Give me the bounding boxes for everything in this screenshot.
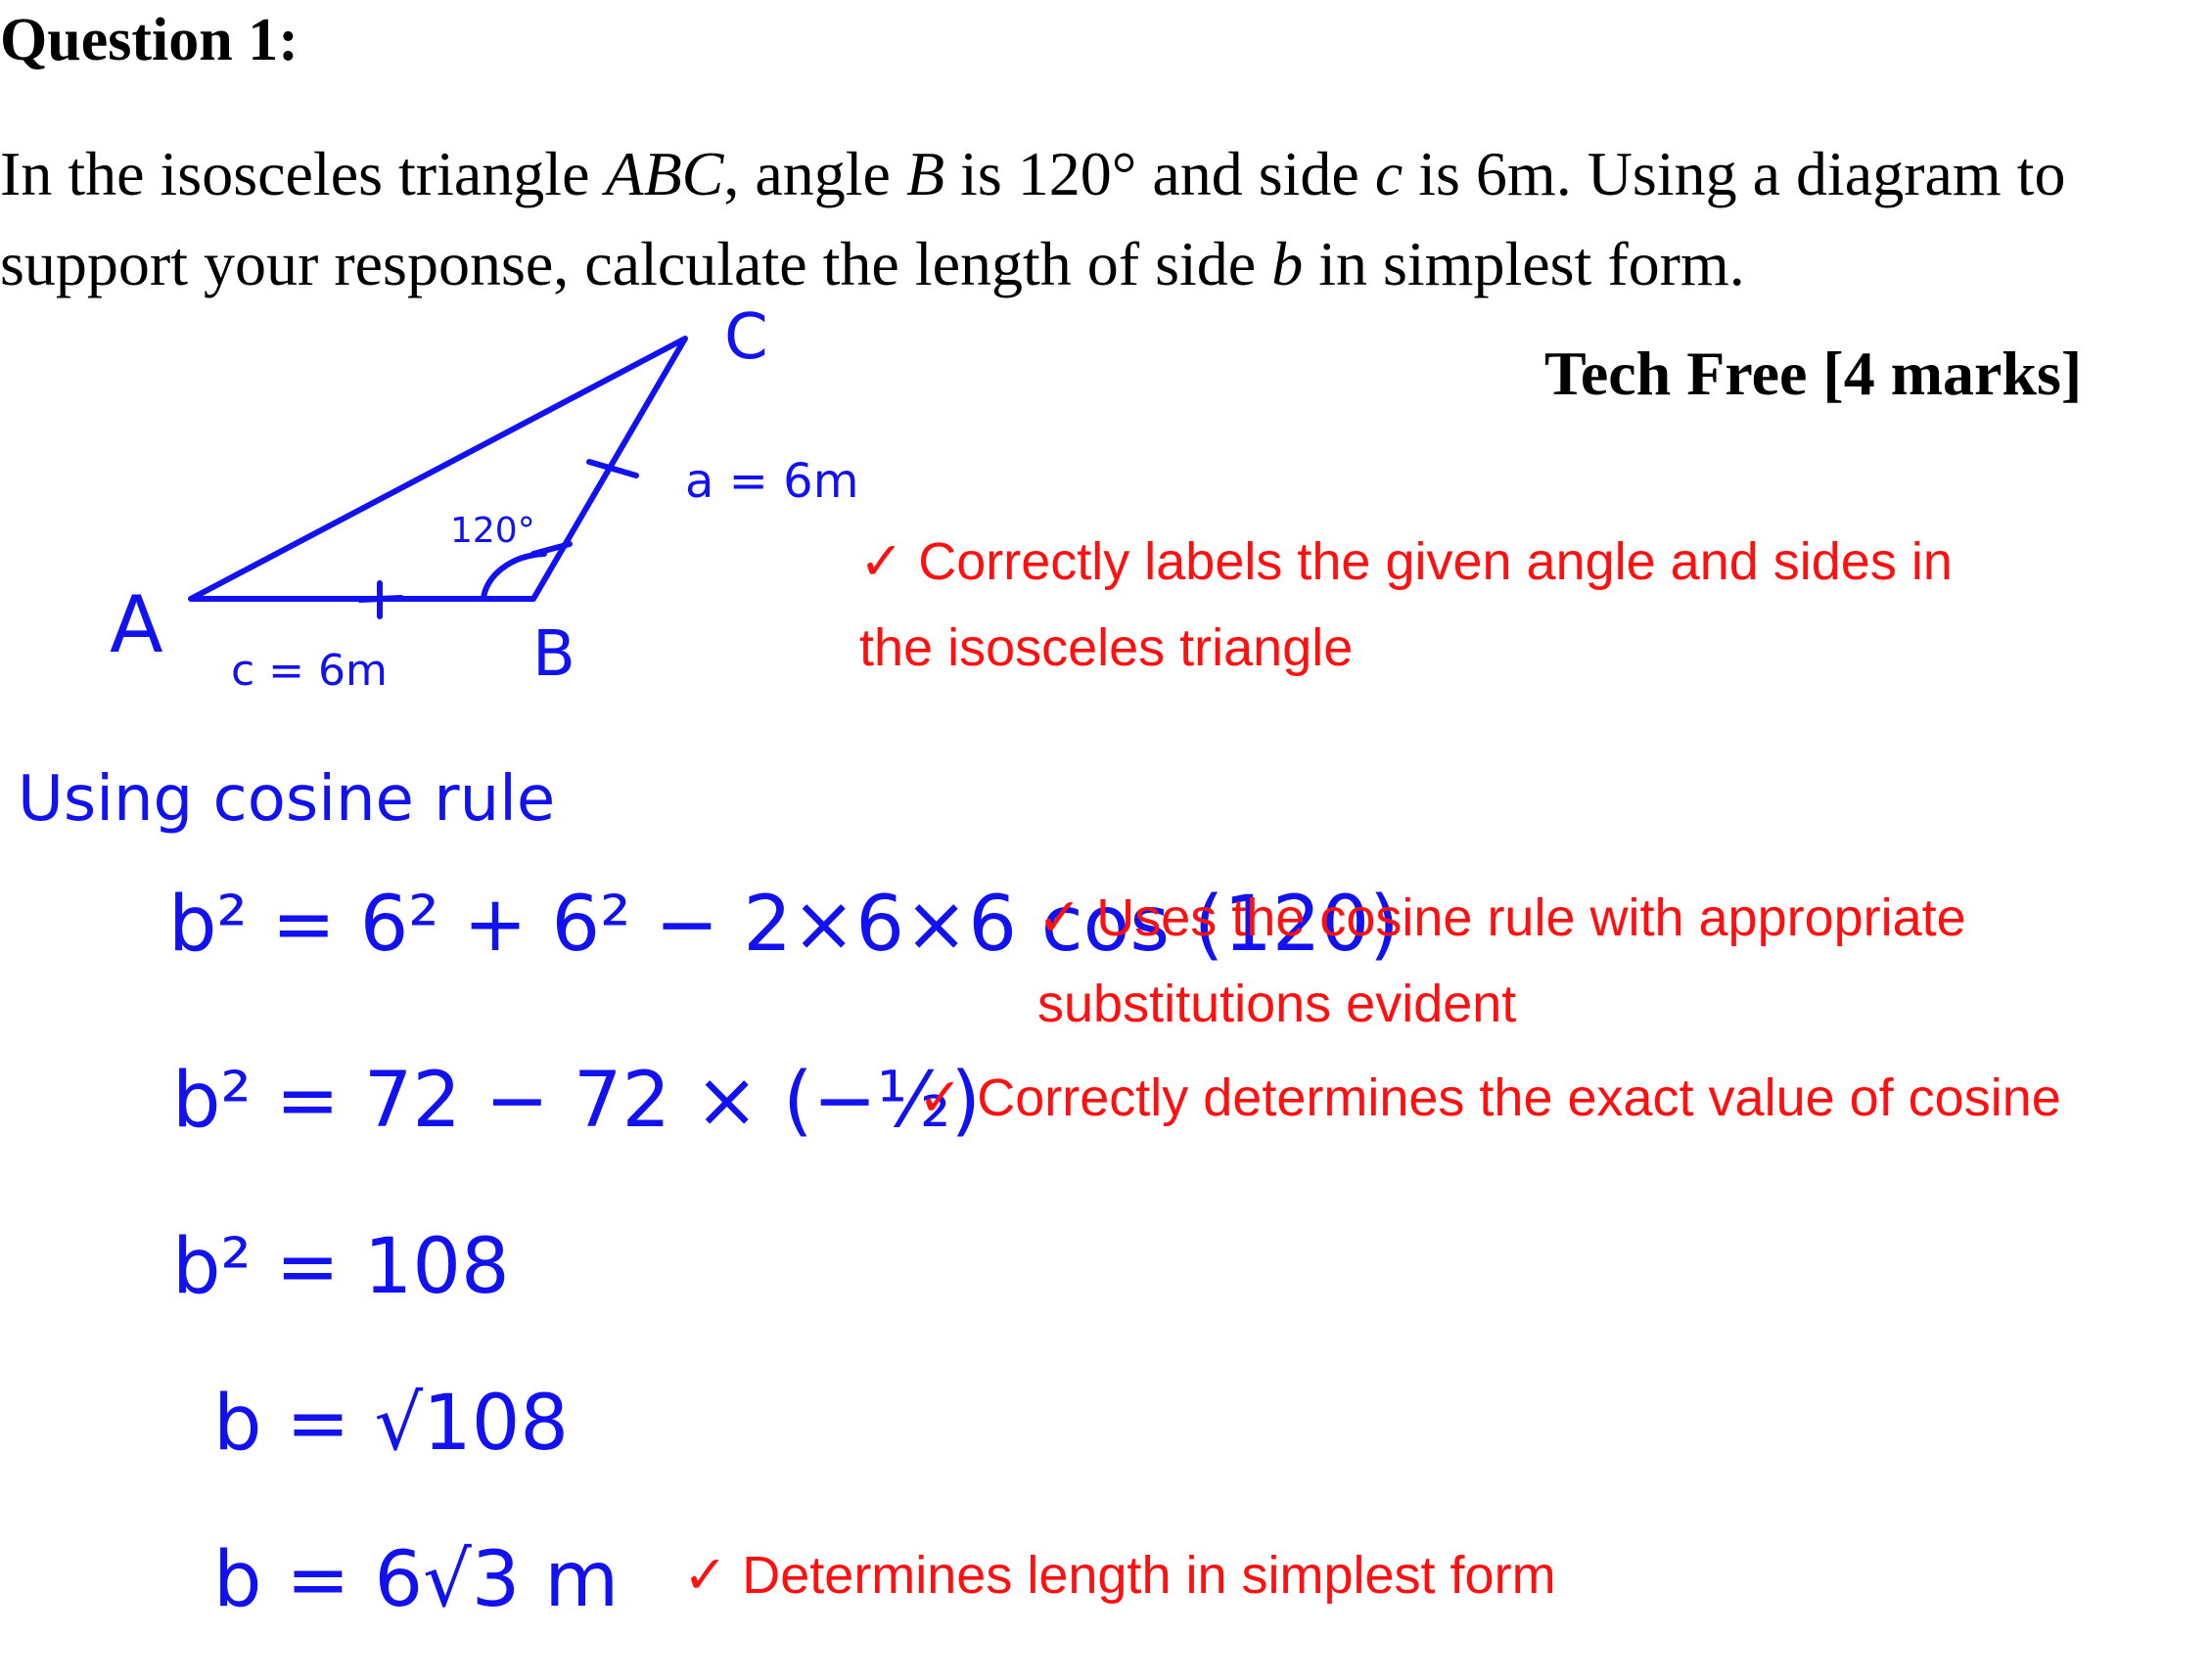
working-step-4: b = √108: [213, 1380, 570, 1468]
working-step-3: b² = 108: [172, 1223, 510, 1311]
side-c-label: c = 6m: [231, 646, 388, 696]
tick-mark-side-c: [357, 580, 404, 619]
question-title: Question 1:: [0, 7, 299, 73]
question-text-4: is 6m. Using a diagram to support your r…: [0, 139, 2066, 298]
working-step-1: b² = 6² + 6² − 2×6×6 cos (120): [168, 881, 1400, 969]
side-a-label: a = 6m: [685, 454, 859, 509]
vertex-c-label: C: [724, 301, 768, 374]
question-body: In the isosceles triangle ABC, angle B i…: [0, 129, 2153, 309]
side-b-name: b: [1271, 229, 1304, 298]
working-step-2: b² = 72 − 72 × (−½): [172, 1057, 981, 1145]
angle-name: B: [905, 139, 945, 208]
marking-criterion-2: ✓ Uses the cosine rule with appropriate …: [1037, 888, 1966, 1033]
method-label: Using cosine rule: [18, 763, 556, 836]
vertex-a-label: A: [110, 579, 163, 670]
marking-criterion-1: ✓ Correctly labels the given angle and s…: [859, 532, 1953, 677]
question-text-5: in simplest form.: [1303, 229, 1745, 298]
question-text-3: is 120° and side: [944, 139, 1375, 208]
vertex-b-label: B: [532, 618, 575, 691]
triangle-name: ABC: [605, 139, 724, 208]
marking-criterion-4: ✓ Determines length in simplest form: [683, 1546, 1556, 1605]
marking-criterion-3: ✓ Correctly determines the exact value o…: [918, 1068, 2061, 1127]
working-step-5: b = 6√3 m: [213, 1536, 620, 1624]
angle-b-label: 120°: [450, 511, 535, 551]
question-text-2: , angle: [723, 139, 906, 208]
marks-label: Tech Free [4 marks]: [1544, 339, 2083, 408]
tick-mark-side-a: [586, 459, 639, 478]
question-text-1: In the isosceles triangle: [0, 139, 606, 208]
angle-pointer: [530, 541, 573, 557]
side-c-name: c: [1374, 139, 1404, 208]
